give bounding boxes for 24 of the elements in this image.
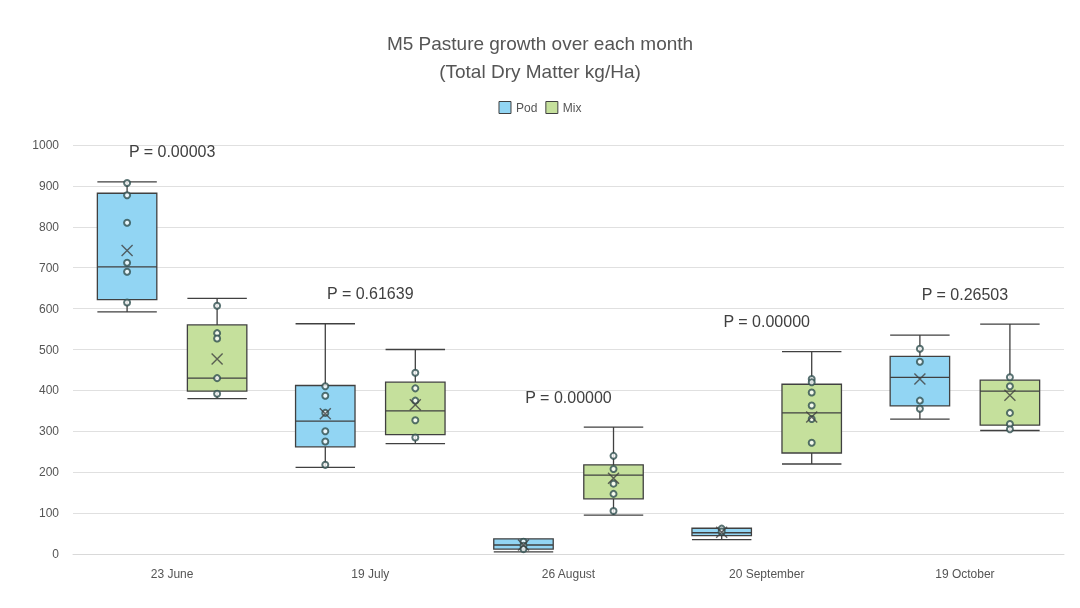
y-tick-label: 200 [38, 465, 60, 480]
annotation: P = 0.00000 [525, 388, 612, 406]
y-tick-label: 700 [38, 260, 60, 275]
x-tick-label: 26 August [541, 567, 596, 581]
y-tick-label: 400 [38, 383, 60, 398]
y-tick-label: 900 [38, 178, 60, 193]
annotation: P = 0.00003 [128, 143, 216, 161]
y-tick-label: 100 [38, 506, 60, 521]
y-tick-label: 1000 [32, 138, 60, 152]
annotation: P = 0.00000 [723, 313, 811, 331]
x-tick-label: 19 July [351, 567, 390, 581]
y-tick-label: 300 [38, 424, 60, 439]
legend-label: Mix [562, 100, 582, 115]
y-tick-label: 500 [38, 342, 60, 357]
y-tick-label: 0 [52, 547, 60, 561]
y-tick-label: 800 [38, 219, 60, 234]
x-tick-label: 20 September [729, 567, 805, 581]
y-tick-label: 600 [38, 301, 60, 316]
annotation: P = 0.61639 [327, 285, 414, 303]
x-tick-label: 23 June [150, 567, 194, 581]
annotation: P = 0.26503 [921, 285, 1009, 303]
legend-label: Pod [515, 100, 538, 115]
chart-title: M5 Pasture growth over each month (Total Dry Matter kg/Ha) [386, 32, 694, 82]
x-tick-label: 19 October [935, 567, 995, 581]
